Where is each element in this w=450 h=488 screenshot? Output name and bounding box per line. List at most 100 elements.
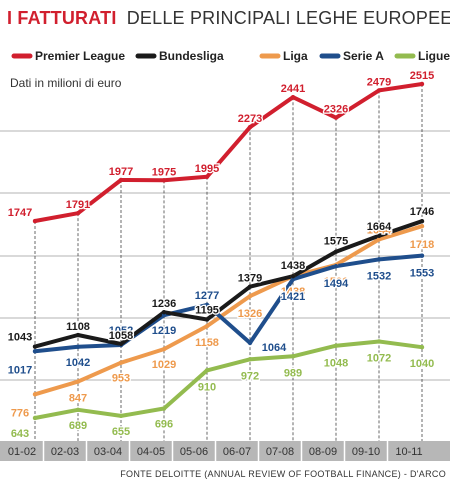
value-label-premier-league: 2441 <box>281 83 305 95</box>
data-point-premier-league <box>290 95 296 100</box>
value-label-serie-a: 1017 <box>8 364 32 376</box>
value-label-bundesliga: 1575 <box>324 236 348 248</box>
data-point-premier-league <box>419 81 425 87</box>
series-line-ligue-1 <box>33 339 424 420</box>
legend-item-ligue-1: Ligue 1 <box>394 49 450 63</box>
data-point-liga <box>32 392 38 397</box>
value-label-serie-a: 1532 <box>367 270 391 282</box>
gridlines <box>0 84 450 441</box>
value-label-premier-league: 1975 <box>152 166 176 178</box>
value-label-liga: 1029 <box>152 359 176 371</box>
x-tick-label: 10-11 <box>395 446 422 458</box>
data-point-ligue-1 <box>32 415 38 421</box>
value-label-liga: 847 <box>69 393 87 405</box>
x-tick-label: 09-10 <box>352 446 380 458</box>
value-label-serie-a: 1494 <box>324 278 349 290</box>
data-point-ligue-1 <box>376 339 382 344</box>
x-axis-band <box>0 441 450 461</box>
legend-label: Ligue 1 <box>418 49 450 63</box>
data-point-bundesliga <box>376 233 382 239</box>
chart-title-bold: I FATTURATI <box>7 8 117 28</box>
data-point-ligue-1 <box>333 343 339 348</box>
legend-label: Serie A <box>343 49 384 63</box>
data-point-premier-league <box>75 210 81 216</box>
chart-title: I FATTURATI DELLE PRINCIPALI LEGHE EUROP… <box>7 8 450 28</box>
value-label-liga: 1438 <box>281 286 305 298</box>
value-label-ligue-1: 972 <box>241 370 259 382</box>
value-label-serie-a: 1042 <box>66 357 90 369</box>
data-point-ligue-1 <box>75 407 81 412</box>
data-point-premier-league <box>247 124 253 130</box>
x-tick-label: 05-06 <box>180 446 208 458</box>
data-point-bundesliga <box>75 332 81 338</box>
data-point-serie-a <box>247 340 253 346</box>
value-label-ligue-1: 689 <box>69 420 87 432</box>
data-point-serie-a <box>419 253 425 258</box>
value-label-premier-league: 2326 <box>324 104 348 116</box>
value-label-bundesliga: 1195 <box>195 305 219 317</box>
value-label-serie-a: 1219 <box>152 325 176 337</box>
value-label-liga: 1326 <box>238 308 262 320</box>
data-point-bundesliga <box>32 344 38 349</box>
data-point-premier-league <box>32 218 38 224</box>
value-label-premier-league: 1977 <box>109 166 133 178</box>
data-point-serie-a <box>333 263 339 269</box>
data-point-premier-league <box>333 115 339 120</box>
value-label-premier-league: 2273 <box>238 113 262 125</box>
source-note: FONTE DELOITTE (ANNUAL REVIEW OF FOOTBAL… <box>120 469 446 479</box>
value-label-serie-a: 1064 <box>262 342 287 354</box>
data-point-ligue-1 <box>290 354 296 359</box>
value-label-bundesliga: 1108 <box>66 321 90 333</box>
legend-label: Liga <box>283 49 308 63</box>
legend-item-liga: Liga <box>259 49 308 63</box>
value-label-premier-league: 1995 <box>195 163 219 175</box>
x-axis-ticks: 01-02 02-03 03-04 04-05 05-06 06-07 07-08 08-09… <box>8 441 423 461</box>
data-point-liga <box>247 293 253 299</box>
data-point-serie-a <box>204 302 210 308</box>
data-point-premier-league <box>161 178 167 183</box>
data-point-serie-a <box>32 349 38 354</box>
data-point-bundesliga <box>333 249 339 254</box>
data-point-premier-league <box>376 88 382 93</box>
legend-item-bundesliga: Bundesliga <box>135 49 224 63</box>
value-label-serie-a: 1277 <box>195 290 219 302</box>
x-tick-label: 04-05 <box>137 446 165 458</box>
value-label-liga: 776 <box>11 407 29 419</box>
value-label-serie-a: 1553 <box>410 268 434 280</box>
data-point-premier-league <box>118 177 124 183</box>
value-label-liga: 1644 <box>367 224 392 236</box>
value-label-ligue-1: 1072 <box>367 352 391 364</box>
data-point-serie-a <box>75 344 81 350</box>
value-label-bundesliga: 1746 <box>410 206 434 218</box>
data-point-liga <box>204 323 210 329</box>
legend-label: Bundesliga <box>159 49 224 63</box>
x-tick-label: 08-09 <box>309 446 337 458</box>
series-line-premier-league <box>33 82 424 223</box>
data-point-bundesliga <box>118 341 124 347</box>
legend-label: Premier League <box>35 49 125 63</box>
value-labels: 643 689 655 696 910 972 989 1048 1072 1040 776 847 9… <box>7 69 436 442</box>
value-label-serie-a: 1052 <box>109 325 133 337</box>
value-label-ligue-1: 655 <box>112 426 130 438</box>
value-label-bundesliga: 1664 <box>367 221 392 233</box>
value-label-bundesliga: 1438 <box>281 260 305 272</box>
value-label-premier-league: 2515 <box>410 70 434 82</box>
data-point-ligue-1 <box>204 368 210 373</box>
data-point-bundesliga <box>290 273 296 279</box>
x-tick-label: 02-03 <box>51 446 79 458</box>
data-point-bundesliga <box>247 284 253 289</box>
value-label-bundesliga: 1058 <box>109 330 133 342</box>
data-point-ligue-1 <box>247 357 253 362</box>
data-point-liga <box>419 223 425 229</box>
value-label-premier-league: 1747 <box>8 207 32 219</box>
unit-note: Dati in milioni di euro <box>10 76 122 90</box>
data-point-liga <box>376 237 382 242</box>
data-point-ligue-1 <box>161 406 167 411</box>
series-line-bundesliga <box>33 219 424 349</box>
data-point-ligue-1 <box>118 413 124 419</box>
value-label-ligue-1: 989 <box>284 367 302 379</box>
value-label-bundesliga: 1379 <box>238 273 262 285</box>
data-point-bundesliga <box>204 317 210 322</box>
